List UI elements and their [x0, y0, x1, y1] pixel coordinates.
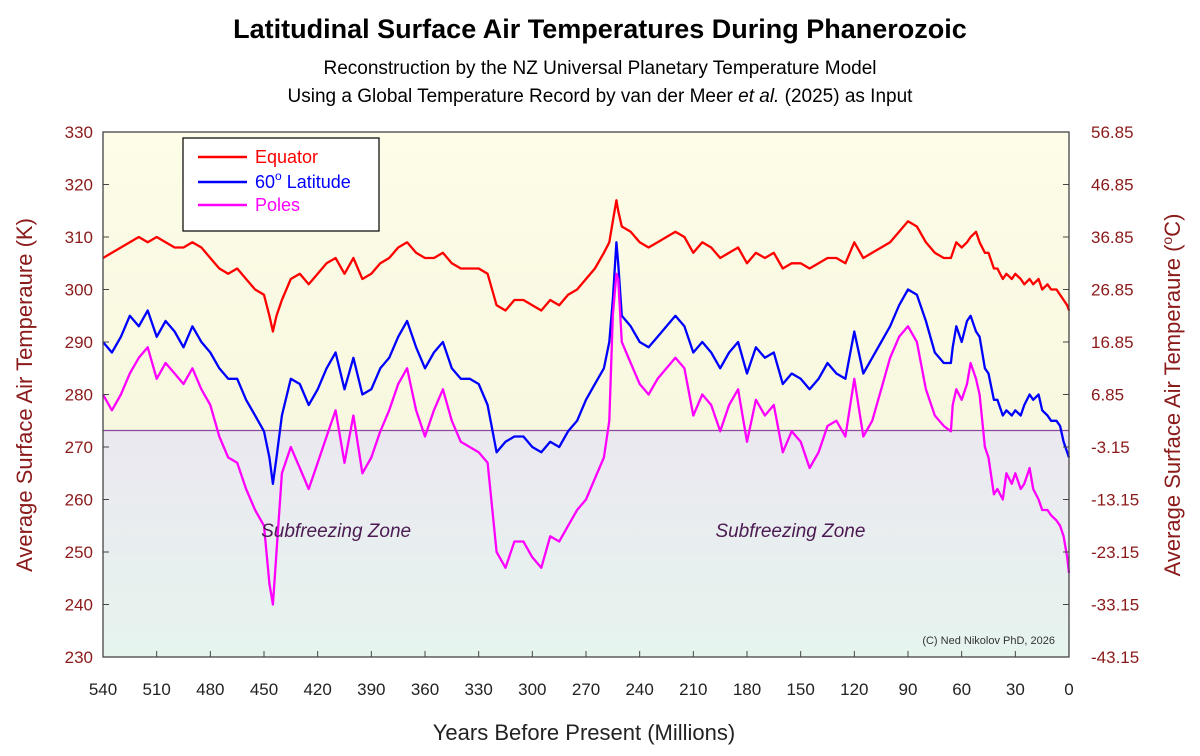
x-tick-label-240: 240: [625, 680, 653, 699]
x-tick-label-510: 510: [142, 680, 170, 699]
subtitle-2-italic: et al.: [738, 86, 780, 107]
y-left-tick-label-310: 310: [65, 228, 93, 247]
x-axis-label: Years Before Present (Millions): [433, 720, 735, 745]
subtitle-2-post: (2025) as Input: [779, 86, 913, 107]
x-tick-label-180: 180: [733, 680, 761, 699]
y-right-tick-label-4: 16.85: [1091, 333, 1134, 352]
x-tick-label-0: 0: [1064, 680, 1073, 699]
x-tick-label-330: 330: [464, 680, 492, 699]
x-tick-label-210: 210: [679, 680, 707, 699]
y-right-tick-label-8: -23.15: [1091, 543, 1139, 562]
right-y-label-end: C): [1160, 214, 1185, 237]
x-tick-label-30: 30: [1006, 680, 1025, 699]
y-right-tick-label-7: -13.15: [1091, 491, 1139, 510]
x-tick-label-360: 360: [411, 680, 439, 699]
x-tick-label-540: 540: [89, 680, 117, 699]
legend-box: [182, 137, 380, 232]
y-left-tick-label-240: 240: [65, 596, 93, 615]
legend-60-number: 60: [255, 172, 275, 192]
y-right-tick-label-6: -3.15: [1091, 438, 1130, 457]
subfreezing-zone-label-left: Subfreezing Zone: [261, 521, 411, 542]
y-right-tick-label-5: 6.85: [1091, 386, 1124, 405]
right-y-label-degree: o: [1159, 237, 1175, 245]
right-y-axis-label: Average Surface Air Temperaure (oC): [1159, 214, 1185, 577]
chart-subtitle-1: Reconstruction by the NZ Universal Plane…: [323, 58, 877, 79]
x-tick-label-390: 390: [357, 680, 385, 699]
x-tick-label-420: 420: [303, 680, 331, 699]
legend-label-60-latitude: 60o Latitude: [255, 169, 351, 192]
y-right-tick-label-1: 46.85: [1091, 176, 1134, 195]
legend-label-poles: Poles: [255, 195, 300, 215]
y-left-tick-label-230: 230: [65, 648, 93, 667]
subfreezing-zone-label-right: Subfreezing Zone: [715, 521, 865, 542]
copyright-credit: (C) Ned Nikolov PhD, 2026: [922, 635, 1055, 647]
legend-label-equator: Equator: [255, 147, 318, 167]
subfreezing-background: [103, 430, 1069, 657]
right-y-label-main: Average Surface Air Temperaure (: [1160, 244, 1185, 576]
subtitle-2-pre: Using a Global Temperature Record by van…: [287, 86, 739, 107]
y-left-tick-label-280: 280: [65, 386, 93, 405]
x-tick-label-90: 90: [899, 680, 918, 699]
y-left-tick-label-330: 330: [65, 123, 93, 142]
x-tick-label-300: 300: [518, 680, 546, 699]
y-right-tick-label-0: 56.85: [1091, 123, 1134, 142]
y-left-tick-label-290: 290: [65, 333, 93, 352]
x-tick-label-270: 270: [572, 680, 600, 699]
y-right-tick-label-3: 26.85: [1091, 281, 1134, 300]
x-tick-label-150: 150: [786, 680, 814, 699]
x-tick-label-60: 60: [952, 680, 971, 699]
left-y-axis-label: Average Surface Air Temperaure (K): [12, 218, 37, 572]
y-left-tick-label-270: 270: [65, 438, 93, 457]
x-tick-label-480: 480: [196, 680, 224, 699]
y-left-tick-label-260: 260: [65, 491, 93, 510]
chart-title: Latitudinal Surface Air Temperatures Dur…: [233, 14, 967, 44]
legend-60-suffix: Latitude: [282, 172, 351, 192]
y-left-tick-label-300: 300: [65, 281, 93, 300]
series-line-60-latitude: [102, 241, 1071, 485]
x-tick-label-450: 450: [250, 680, 278, 699]
y-left-tick-label-250: 250: [65, 543, 93, 562]
legend-60-degree: o: [275, 169, 282, 183]
series-line-equator: [102, 199, 1071, 333]
x-tick-label-120: 120: [840, 680, 868, 699]
y-left-tick-label-320: 320: [65, 176, 93, 195]
y-right-tick-label-2: 36.85: [1091, 228, 1134, 247]
y-right-tick-label-9: -33.15: [1091, 596, 1139, 615]
legend: Equator 60o Latitude Poles: [182, 137, 380, 232]
y-right-tick-label-10: -43.15: [1091, 648, 1139, 667]
chart-subtitle-2: Using a Global Temperature Record by van…: [0, 86, 1200, 108]
series-line-poles: [101, 272, 1071, 606]
